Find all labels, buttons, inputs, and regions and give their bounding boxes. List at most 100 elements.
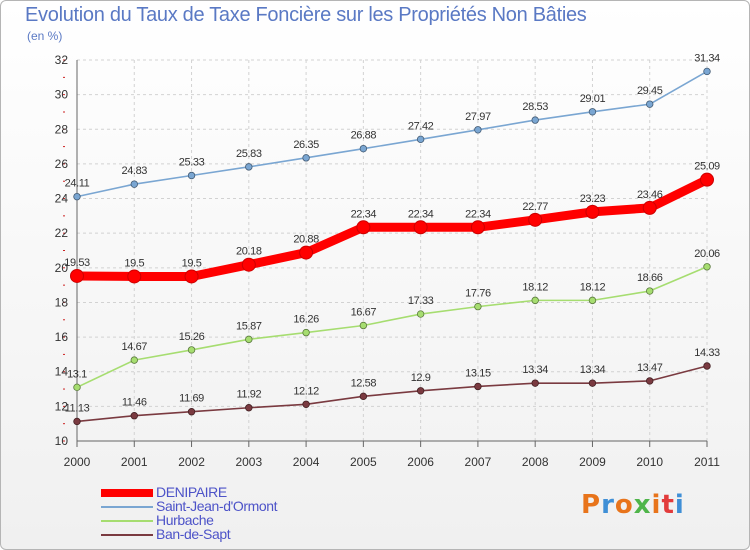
data-point-denipaire: [241, 257, 256, 272]
data-label-ban-de-sapt: 11.13: [65, 402, 90, 414]
chart-title: Evolution du Taux de Taxe Foncière sur l…: [25, 4, 587, 26]
data-label-hurbache: 18.12: [580, 281, 606, 293]
data-point-hurbache: [359, 321, 368, 330]
y-tick-label: 22: [55, 226, 69, 240]
data-point-saint-jean-d-ormont: [302, 154, 310, 162]
data-label-hurbache: 16.26: [293, 314, 319, 326]
data-point-saint-jean-d-ormont: [245, 163, 253, 171]
x-tick-label: 2006: [407, 455, 434, 469]
data-label-hurbache: 14.67: [122, 341, 148, 353]
data-point-hurbache: [187, 346, 196, 354]
y-tick-label: 32: [55, 53, 69, 67]
data-point-ban-de-sapt: [531, 379, 539, 387]
y-tick-label: 10: [55, 434, 69, 448]
data-label-hurbache: 15.87: [236, 320, 262, 332]
data-point-denipaire: [642, 200, 657, 215]
legend-item-ban-de-sapt: Ban-de-Sapt: [101, 526, 401, 542]
data-label-ban-de-sapt: 13.47: [637, 362, 663, 374]
x-tick-label: 2001: [121, 455, 148, 469]
legend-swatch-ban-de-sapt: [101, 534, 153, 536]
x-tick-label: 2009: [579, 455, 606, 469]
logo-letter: x: [633, 490, 652, 520]
data-point-ban-de-sapt: [588, 379, 597, 387]
y-tick-label: 28: [55, 122, 69, 136]
data-label-denipaire: 19.53: [64, 257, 90, 269]
data-label-hurbache: 13.1: [67, 368, 87, 380]
legend-item-saint-jean-d-ormont: Saint-Jean-d'Ormont: [101, 498, 401, 514]
series-group: [70, 67, 714, 426]
data-point-ban-de-sapt: [245, 404, 253, 412]
y-tick-label: 18: [55, 295, 69, 309]
data-label-denipaire: 19.5: [182, 257, 202, 269]
y-tick-label: 26: [55, 157, 69, 171]
data-label-ban-de-sapt: 12.12: [293, 385, 319, 397]
data-label-saint-jean-d-ormont: 29.45: [637, 85, 663, 97]
data-point-saint-jean-d-ormont: [646, 100, 654, 108]
data-point-denipaire: [127, 269, 142, 284]
y-tick-label: 24: [55, 192, 69, 206]
data-label-ban-de-sapt: 12.9: [411, 372, 431, 384]
logo-letter: o: [614, 490, 634, 520]
logo-letter: P: [581, 490, 602, 520]
data-point-hurbache: [474, 302, 482, 311]
data-label-saint-jean-d-ormont: 24.11: [65, 178, 90, 190]
data-point-ban-de-sapt: [703, 362, 711, 370]
legend-label-denipaire: DENIPAIRE: [156, 484, 227, 500]
data-label-denipaire: 22.34: [408, 208, 434, 220]
legend-label-hurbache: Hurbache: [156, 512, 214, 528]
data-label-hurbache: 17.76: [465, 288, 491, 300]
legend-item-hurbache: Hurbache: [101, 512, 401, 528]
data-point-saint-jean-d-ormont: [588, 108, 597, 116]
data-label-ban-de-sapt: 13.15: [465, 367, 491, 379]
data-point-denipaire: [528, 212, 543, 227]
grid-lines: [76, 59, 708, 442]
data-label-denipaire: 22.77: [522, 201, 548, 213]
data-point-saint-jean-d-ormont: [73, 192, 81, 201]
y-tick-label: 30: [55, 88, 69, 102]
data-label-saint-jean-d-ormont: 27.97: [465, 111, 491, 123]
data-label-ban-de-sapt: 11.46: [122, 397, 147, 409]
x-tick-label: 2005: [350, 455, 377, 469]
logo-letter: r: [601, 490, 615, 520]
data-point-hurbache: [302, 328, 310, 337]
data-point-ban-de-sapt: [416, 387, 425, 395]
data-label-saint-jean-d-ormont: 26.88: [351, 130, 377, 142]
data-label-saint-jean-d-ormont: 25.33: [179, 157, 205, 169]
data-label-hurbache: 16.67: [351, 306, 377, 318]
proxiti-logo: Proxiti: [581, 490, 685, 520]
data-point-ban-de-sapt: [73, 417, 81, 426]
data-label-hurbache: 18.12: [522, 281, 548, 293]
data-point-hurbache: [531, 296, 539, 305]
data-label-saint-jean-d-ormont: 28.53: [522, 101, 548, 113]
y-tick-label: 12: [55, 399, 69, 413]
logo-letter: t: [661, 490, 675, 520]
data-point-saint-jean-d-ormont: [703, 67, 711, 76]
x-tick-label: 2000: [64, 455, 91, 469]
axes: [63, 59, 708, 447]
data-label-denipaire: 23.46: [637, 189, 663, 201]
data-point-ban-de-sapt: [130, 412, 138, 420]
data-point-hurbache: [703, 263, 711, 271]
data-label-saint-jean-d-ormont: 24.83: [122, 165, 148, 177]
data-point-saint-jean-d-ormont: [531, 116, 539, 124]
data-label-denipaire: 22.34: [465, 208, 491, 220]
data-label-saint-jean-d-ormont: 27.42: [408, 120, 434, 132]
data-point-denipaire: [470, 220, 485, 235]
data-label-denipaire: 20.18: [236, 246, 262, 258]
data-label-saint-jean-d-ormont: 29.01: [580, 93, 606, 105]
y-tick-label: 14: [55, 365, 69, 379]
data-point-denipaire: [585, 204, 600, 219]
data-point-hurbache: [130, 356, 138, 364]
data-label-ban-de-sapt: 11.69: [179, 393, 204, 405]
data-point-saint-jean-d-ormont: [474, 126, 482, 134]
data-point-hurbache: [245, 335, 253, 344]
x-tick-label: 2010: [636, 455, 663, 469]
data-label-hurbache: 18.66: [637, 272, 663, 284]
data-label-denipaire: 19.5: [124, 257, 144, 269]
data-point-denipaire: [413, 220, 428, 235]
data-point-hurbache: [73, 383, 81, 392]
data-label-saint-jean-d-ormont: 31.34: [694, 52, 720, 64]
data-point-ban-de-sapt: [187, 408, 196, 416]
y-tick-label: 16: [55, 330, 69, 344]
